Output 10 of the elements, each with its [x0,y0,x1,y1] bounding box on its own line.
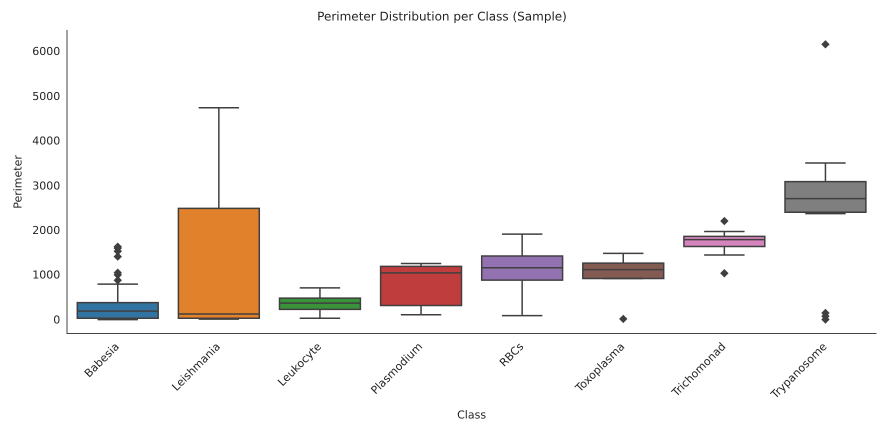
y-tick-label: 6000 [32,45,60,58]
x-axis-title: Class [457,408,486,422]
y-tick-label: 4000 [32,134,60,148]
y-tick-label: 5000 [32,90,60,103]
chart-title: Perimeter Distribution per Class (Sample) [317,9,567,24]
y-tick-label: 2000 [32,224,60,237]
y-axis-title: Perimeter [11,154,24,209]
y-tick-label: 1000 [32,268,60,282]
y-tick-label: 0 [53,313,60,326]
y-tick-label: 3000 [32,179,60,192]
